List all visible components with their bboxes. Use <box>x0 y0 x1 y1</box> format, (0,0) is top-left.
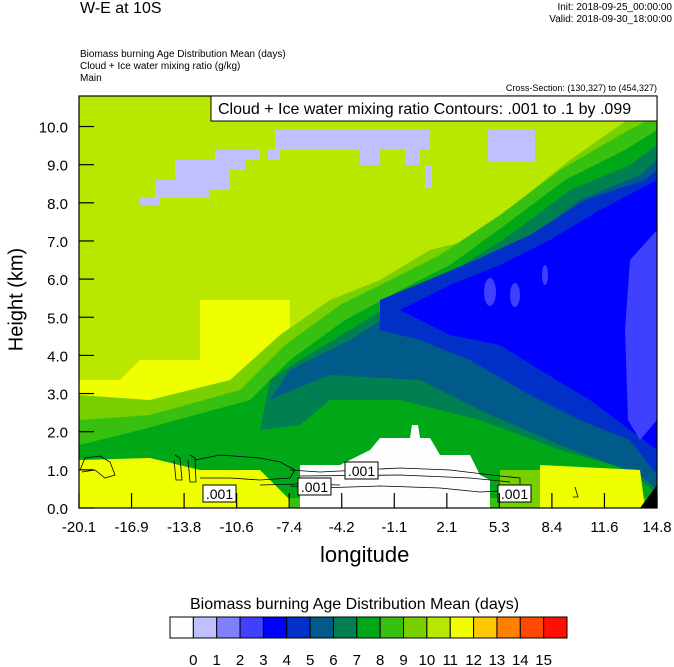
low-age-patch <box>488 130 535 162</box>
x-tick-label: 14.8 <box>642 519 671 536</box>
x-tick-label: -10.6 <box>220 519 254 536</box>
colorbar-swatch <box>519 616 545 639</box>
cross-section-label: Cross-Section: (130,327) to (454,327) <box>505 83 657 93</box>
x-tick-label: 5.3 <box>489 519 510 536</box>
colorbar-swatch <box>426 616 451 639</box>
colorbar-label: 4 <box>283 652 291 667</box>
y-tick-label: 0.0 <box>47 501 68 518</box>
colorbar-label: 5 <box>306 652 314 667</box>
field-layer: .001 .001 .001 .001 <box>79 96 657 508</box>
colorbar-label: 13 <box>489 652 506 667</box>
contour-label: .001 <box>297 477 332 496</box>
valid-time: Valid: 2018-09-30_18:00:00 <box>549 14 672 25</box>
contour-label-box <box>497 484 532 503</box>
colorbar-swatch <box>449 616 475 639</box>
colorbar-swatch <box>543 616 568 639</box>
colorbar-swatch <box>239 616 264 639</box>
x-tick-label: -16.9 <box>114 519 148 536</box>
y-tick-label: 9.0 <box>47 158 68 175</box>
colorbar-swatch <box>496 616 521 639</box>
colorbar-swatch <box>403 616 428 639</box>
contour-info-text: Cloud + Ice water mixing ratio Contours:… <box>218 101 631 118</box>
contour-label-text: .001 <box>348 463 375 479</box>
colorbar-label: 6 <box>329 652 337 667</box>
x-tick-label: -20.1 <box>62 519 96 536</box>
colorbar-swatch <box>332 616 358 639</box>
age-band-2-3 <box>484 278 496 306</box>
subtitle-cloud: Cloud + Ice water mixing ratio (g/kg) <box>80 61 241 72</box>
y-tick-label: 5.0 <box>47 310 68 327</box>
colorbar-label: 3 <box>259 652 267 667</box>
contour-line <box>173 454 183 481</box>
contour-label: .001 <box>202 484 237 503</box>
x-tick-label: 8.4 <box>541 519 562 536</box>
colorbar-swatch <box>309 616 334 639</box>
age-band-2-3 <box>510 283 520 307</box>
colorbar-swatch <box>356 616 381 639</box>
colorbar-label: 7 <box>353 652 361 667</box>
colorbar-label: 8 <box>376 652 384 667</box>
colorbar-label: 12 <box>465 652 482 667</box>
x-tick-label: 11.6 <box>590 519 618 536</box>
colorbar-title: Biomass burning Age Distribution Mean (d… <box>190 596 520 613</box>
contour-line <box>79 455 116 479</box>
colorbar-swatch <box>473 616 498 639</box>
colorbar-label: 2 <box>236 652 244 667</box>
x-tick-label: -4.2 <box>329 519 355 536</box>
colorbar-label: 15 <box>535 652 552 667</box>
x-axis-label: longitude <box>320 542 410 567</box>
y-tick-label: 6.0 <box>47 272 68 289</box>
low-age-patch <box>140 150 260 205</box>
contour-label: .001 <box>497 484 532 503</box>
plot-title: W-E at 10S <box>80 0 162 17</box>
colorbar-swatch <box>192 616 218 639</box>
y-tick-label: 10.0 <box>39 120 68 137</box>
terrain <box>640 485 657 508</box>
colorbar-swatch <box>216 616 241 639</box>
age-band-2-3 <box>625 230 657 440</box>
contour-label: .001 <box>344 461 379 480</box>
age-band-2-3 <box>542 265 548 285</box>
low-age-patch <box>425 165 432 188</box>
contour-label-box <box>344 461 379 480</box>
subtitle-age: Biomass burning Age Distribution Mean (d… <box>80 49 286 60</box>
x-tick-label: 2.1 <box>436 519 457 536</box>
subtitle-main: Main <box>80 73 102 84</box>
y-tick-label: 2.0 <box>47 425 68 442</box>
contour-line <box>573 486 579 498</box>
colorbar-swatch <box>262 616 288 639</box>
contour-info-box <box>210 95 658 122</box>
contour-label-box <box>202 484 237 503</box>
x-tick-label: -1.1 <box>381 519 407 536</box>
y-tick-label: 4.0 <box>47 348 68 365</box>
colorbar-label: 10 <box>419 652 436 667</box>
colorbar-swatch <box>379 616 405 639</box>
x-tick-label: -13.8 <box>167 519 201 536</box>
contour-label-box <box>297 477 332 496</box>
x-tick-label: -7.4 <box>276 519 302 536</box>
contour-label-text: .001 <box>206 486 233 502</box>
colorbar-label: 11 <box>442 652 458 667</box>
colorbar-swatch <box>286 616 311 639</box>
low-age-patch <box>275 130 430 165</box>
colorbar-label: 0 <box>189 652 197 667</box>
low-age-patch <box>268 150 280 160</box>
age-band-3-4 <box>400 180 657 450</box>
contour-label-text: .001 <box>301 479 328 495</box>
y-axis-label: Height (km) <box>5 247 28 352</box>
y-tick-label: 3.0 <box>47 387 68 404</box>
colorbar-label: 1 <box>213 652 221 667</box>
contour-line <box>187 454 197 483</box>
colorbar-label: 9 <box>399 652 407 667</box>
colorbar-label: 14 <box>512 652 529 667</box>
y-tick-label: 7.0 <box>47 234 68 251</box>
y-tick-label: 1.0 <box>47 463 68 480</box>
surface-old-air <box>540 465 645 508</box>
contour-label-text: .001 <box>501 486 528 502</box>
colorbar-swatch <box>169 616 194 639</box>
y-tick-label: 8.0 <box>47 196 68 213</box>
init-time: Init: 2018-09-25_00:00:00 <box>557 2 672 13</box>
